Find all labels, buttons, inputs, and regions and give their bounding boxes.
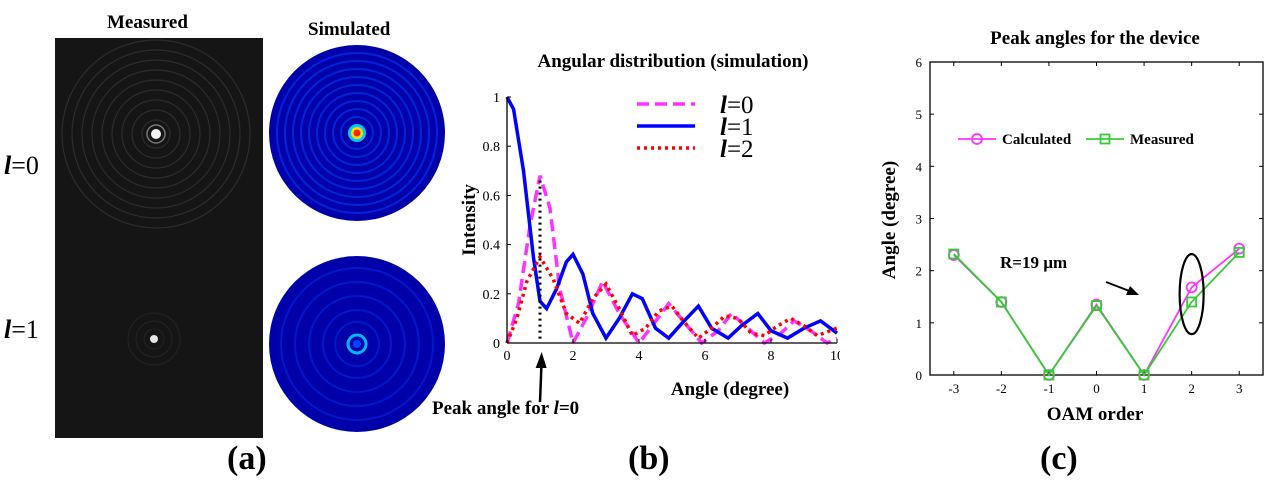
x-tick-label: 2 [570, 349, 577, 364]
y-tick-label: 0.8 [483, 140, 501, 155]
chart-peak-angles: Peak angles for the device -3 -2 -1 0 1 2 3 0 1 2 3… [879, 28, 1264, 425]
series-line-l=1 [505, 96, 839, 342]
x-tick-label: -3 [948, 381, 959, 396]
y-tick-label: 5 [916, 107, 923, 122]
y-tick-label: 6 [916, 55, 923, 70]
y-tick-label: 0.4 [483, 239, 501, 254]
series-line-l=0 [505, 175, 838, 348]
series-line-measured [953, 251, 1240, 377]
x-tick-label: 6 [702, 349, 709, 364]
measured-image [55, 38, 263, 438]
point-measured [995, 296, 1007, 308]
panel-b-label: (b) [628, 440, 670, 477]
r-arrowhead [1126, 286, 1139, 295]
series-line-l=2 [505, 253, 838, 344]
x-tick-label: 0 [504, 349, 511, 364]
legend-label-l=1: l=1 [720, 114, 754, 141]
x-tick-label: -2 [996, 381, 1007, 396]
x-tick-label: 4 [636, 349, 643, 364]
x-tick-label: 3 [1236, 381, 1243, 396]
legend-marker-measured [1099, 133, 1111, 145]
chart-c-title: Peak angles for the device [990, 28, 1200, 49]
x-axis-label: OAM order [1047, 404, 1144, 425]
y-tick-label: 4 [916, 159, 923, 174]
point-measured [1091, 300, 1102, 312]
simulated-title: Simulated [308, 19, 391, 40]
x-tick-label: -1 [1044, 381, 1055, 396]
y-tick-label: 0.2 [483, 288, 501, 303]
point-measured [1233, 247, 1245, 258]
series-line-calculated [953, 248, 1240, 377]
chart-b-title: Angular distribution (simulation) [538, 51, 809, 72]
y-tick-label: 1 [493, 91, 500, 106]
measured-spot-l1 [150, 335, 158, 343]
row-label-l0: l=0 [4, 151, 39, 180]
x-tick-label: 1 [1141, 381, 1148, 396]
y-tick-label: 3 [916, 212, 923, 227]
peak-angle-annotation: Peak angle for l=0 [432, 398, 580, 419]
peak-angle-arrowhead [535, 352, 547, 368]
simulated-disc-l1 [269, 256, 445, 432]
simulated-disc-l0 [269, 45, 445, 221]
y-tick-label: 2 [916, 264, 923, 279]
y-axis-label: Intensity [459, 184, 480, 256]
panel-a-label: (a) [227, 440, 267, 477]
y-tick-label: 0.6 [483, 189, 501, 204]
legend-label-measured: Measured [1130, 132, 1195, 148]
legend-marker-calculated [971, 133, 983, 145]
y-tick-label: 0 [916, 368, 923, 383]
measured-spot-l0 [151, 129, 161, 139]
point-measured [1043, 369, 1055, 381]
plot-frame [929, 61, 1264, 376]
y-axis-label: Angle (degree) [879, 161, 900, 279]
y-tick-label: 1 [916, 316, 923, 331]
x-tick-label: 2 [1188, 381, 1195, 396]
x-axis-label: Angle (degree) [671, 379, 789, 400]
chart-angular-distribution: Angular distribution (simulation)0 2 4 6 8 1 0… [459, 51, 840, 403]
point-measured [1138, 369, 1150, 381]
x-tick-label: 10 [830, 349, 840, 364]
x-tick-label: 8 [768, 349, 775, 364]
point-calculated [1185, 281, 1198, 294]
y-tick-label: 0 [493, 337, 500, 352]
r-ellipse [1178, 253, 1205, 336]
legend-label-l=2: l=2 [720, 136, 754, 163]
legend-label-l=0: l=0 [720, 92, 754, 119]
r-arrow [1105, 281, 1133, 293]
row-label-l1: l=1 [4, 315, 39, 344]
point-measured [948, 248, 960, 260]
r-annotation: R=19 µm [1000, 253, 1067, 272]
panel-c-label: (c) [1040, 440, 1078, 477]
x-tick-label: 0 [1093, 381, 1100, 396]
measured-title: Measured [107, 12, 188, 33]
legend-label-calculated: Calculated [1002, 132, 1072, 148]
point-measured [1186, 296, 1198, 308]
